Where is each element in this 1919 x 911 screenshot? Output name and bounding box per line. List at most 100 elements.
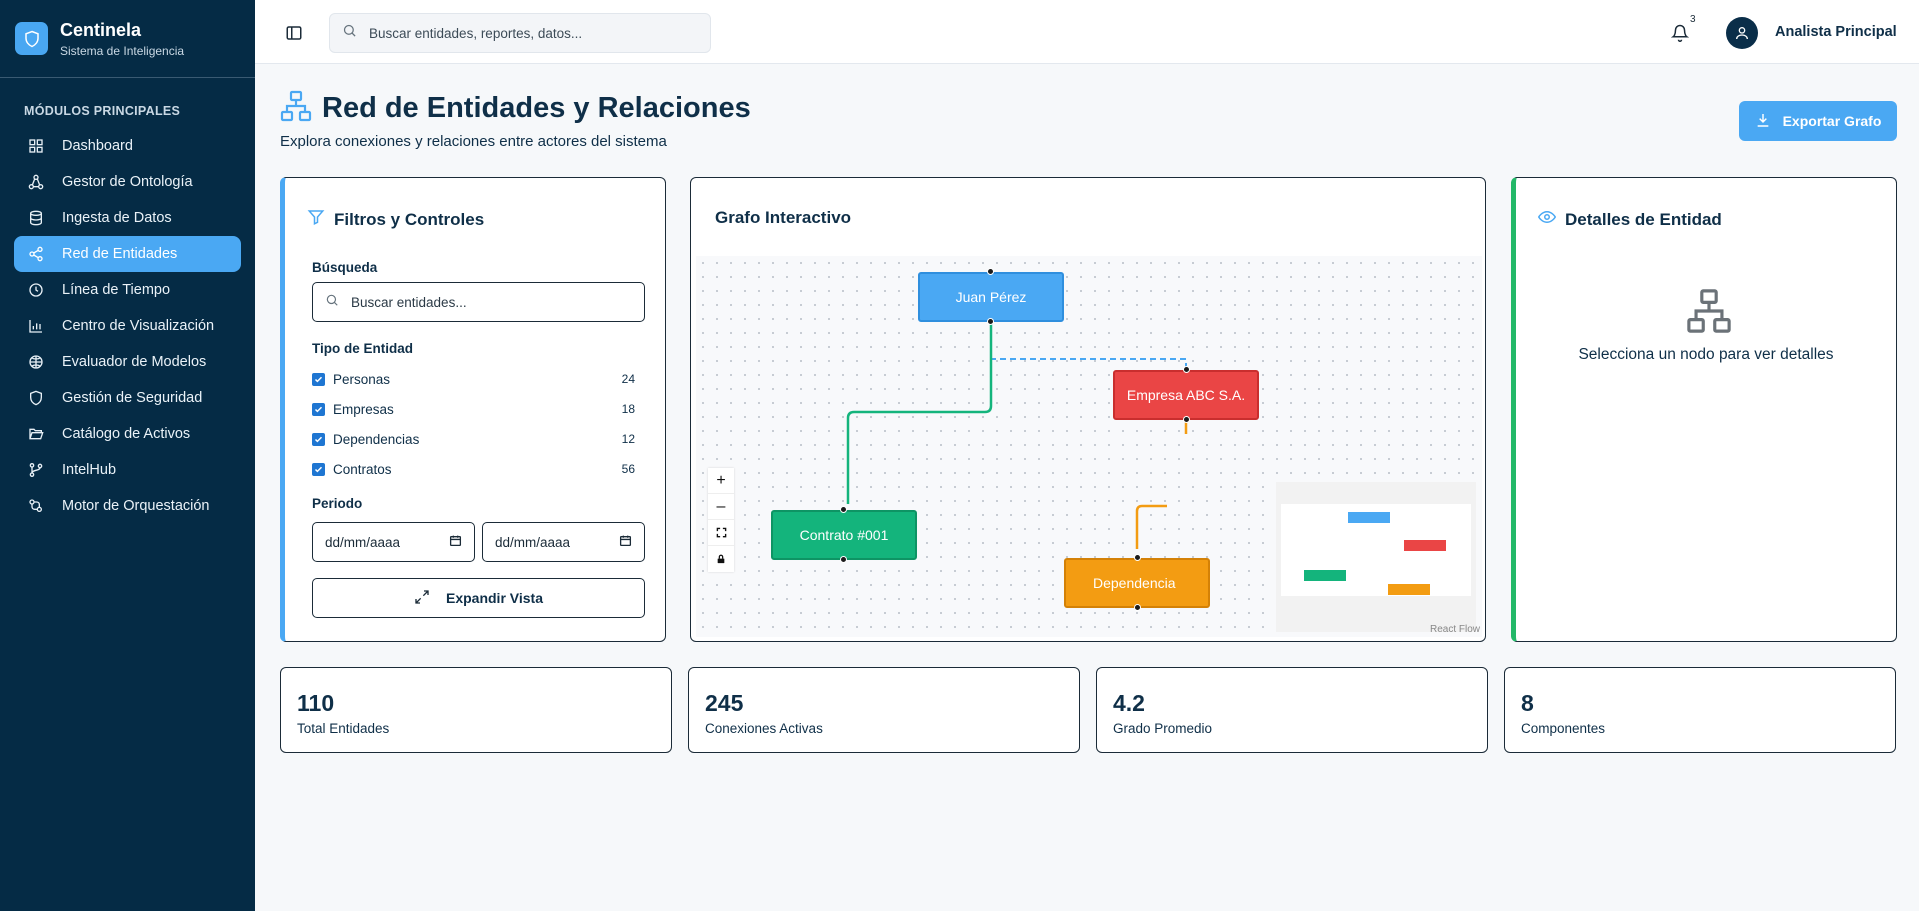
sidebar-item-label: Ingesta de Datos — [62, 210, 172, 226]
node-dependencia[interactable]: Dependencia — [1064, 558, 1210, 608]
sidebar-item-ontology[interactable]: Gestor de Ontología — [14, 164, 241, 200]
sidebar-item-evaluador[interactable]: Evaluador de Modelos — [14, 344, 241, 380]
node-handle[interactable] — [1183, 416, 1190, 423]
zoom-in-icon[interactable]: + — [708, 468, 734, 494]
node-handle[interactable] — [987, 268, 994, 275]
sidebar-item-intelhub[interactable]: IntelHub — [14, 452, 241, 488]
fit-view-icon[interactable] — [708, 520, 734, 546]
graph-controls: + – — [708, 468, 734, 572]
node-handle[interactable] — [1183, 366, 1190, 373]
brand-name: Centinela — [60, 19, 142, 40]
node-label: Juan Pérez — [955, 289, 1027, 305]
node-juan-perez[interactable]: Juan Pérez — [918, 272, 1064, 322]
graph-minimap[interactable] — [1276, 482, 1476, 632]
graph-title: Grafo Interactivo — [715, 208, 852, 227]
node-handle[interactable] — [1134, 604, 1141, 611]
type-checkbox-empresas[interactable]: Empresas 18 — [312, 400, 635, 418]
type-checkbox-contratos[interactable]: Contratos 56 — [312, 460, 635, 478]
sidebar-item-linea-tiempo[interactable]: Línea de Tiempo — [14, 272, 241, 308]
shield-icon — [28, 390, 44, 406]
type-count: 56 — [621, 462, 635, 476]
react-flow-attribution[interactable]: React Flow — [1429, 624, 1480, 635]
global-search-input[interactable] — [369, 25, 689, 41]
export-label: Exportar Grafo — [1782, 113, 1882, 129]
details-title-text: Detalles de Entidad — [1565, 209, 1722, 229]
avatar[interactable] — [1726, 17, 1758, 49]
checkbox-checked-icon[interactable] — [312, 372, 325, 386]
date-to-value: dd/mm/aaaa — [495, 534, 571, 550]
type-count: 24 — [621, 372, 635, 386]
sidebar-item-orquestacion[interactable]: Motor de Orquestación — [14, 488, 241, 524]
sidebar-item-visualizacion[interactable]: Centro de Visualización — [14, 308, 241, 344]
network-icon — [280, 90, 312, 127]
stat-total-entidades: 110 Total Entidades — [280, 667, 672, 753]
graph-canvas[interactable]: Juan Pérez Empresa ABC S.A. Contrato #00… — [696, 256, 1482, 637]
checkbox-checked-icon[interactable] — [312, 432, 325, 446]
checkbox-checked-icon[interactable] — [312, 402, 325, 416]
details-empty-text: Selecciona un nodo para ver detalles — [1578, 346, 1834, 363]
user-name[interactable]: Analista Principal — [1775, 24, 1897, 40]
expand-label: Expandir Vista — [445, 590, 543, 606]
page-title: Red de Entidades y Relaciones — [280, 90, 751, 127]
date-from-value: dd/mm/aaaa — [325, 534, 401, 550]
sidebar-section-title: MÓDULOS PRINCIPALES — [24, 104, 181, 118]
filters-card: Filtros y Controles Búsqueda Tipo de Ent… — [280, 177, 666, 642]
node-label: Contrato #001 — [799, 527, 889, 543]
edge-dependency[interactable] — [1135, 504, 1167, 549]
type-label: Empresas — [333, 401, 394, 417]
brand[interactable]: Centinela Sistema de Inteligencia — [0, 0, 255, 78]
sidebar-item-ingesta[interactable]: Ingesta de Datos — [14, 200, 241, 236]
entity-search[interactable] — [312, 282, 645, 322]
stat-label: Grado Promedio — [1113, 721, 1213, 736]
sidebar-item-label: Gestión de Seguridad — [62, 390, 203, 406]
eye-icon — [1537, 208, 1557, 231]
expand-view-button[interactable]: Expandir Vista — [312, 578, 645, 618]
sidebar-nav: Dashboard Gestor de Ontología Ingesta de… — [0, 128, 255, 524]
type-checkbox-dependencias[interactable]: Dependencias 12 — [312, 430, 635, 448]
node-handle[interactable] — [840, 506, 847, 513]
sidebar-item-label: Línea de Tiempo — [62, 282, 171, 298]
calendar-icon[interactable] — [619, 534, 632, 550]
sidebar-toggle-icon[interactable] — [285, 24, 303, 42]
stat-value: 110 — [297, 690, 335, 716]
zoom-out-icon[interactable]: – — [708, 494, 734, 520]
calendar-icon[interactable] — [449, 534, 462, 550]
sidebar-item-dashboard[interactable]: Dashboard — [14, 128, 241, 164]
clock-icon — [28, 282, 44, 298]
search-label: Búsqueda — [312, 260, 378, 275]
node-handle[interactable] — [987, 318, 994, 325]
stat-grado-promedio: 4.2 Grado Promedio — [1096, 667, 1488, 753]
edge-person-contract[interactable] — [846, 308, 993, 504]
global-search[interactable] — [329, 13, 711, 53]
sidebar-item-catalogo[interactable]: Catálogo de Activos — [14, 416, 241, 452]
node-empresa-abc[interactable]: Empresa ABC S.A. — [1113, 370, 1259, 420]
user-icon — [1736, 27, 1748, 40]
node-handle[interactable] — [840, 556, 847, 563]
sidebar-item-seguridad[interactable]: Gestión de Seguridad — [14, 380, 241, 416]
sidebar: Centinela Sistema de Inteligencia MÓDULO… — [0, 0, 255, 911]
entity-details-card: Detalles de Entidad Selecciona un nodo p… — [1511, 177, 1897, 642]
sidebar-item-red-entidades[interactable]: Red de Entidades — [14, 236, 241, 272]
node-handle[interactable] — [1134, 554, 1141, 561]
date-to-input[interactable]: dd/mm/aaaa — [482, 522, 645, 562]
stat-conexiones-activas: 245 Conexiones Activas — [688, 667, 1080, 753]
sidebar-item-label: Dashboard — [62, 138, 133, 154]
workflow-icon — [28, 498, 44, 514]
database-icon — [28, 210, 44, 226]
share-network-icon — [28, 246, 44, 262]
node-contrato-001[interactable]: Contrato #001 — [771, 510, 917, 560]
type-checkbox-personas[interactable]: Personas 24 — [312, 370, 635, 388]
sidebar-item-label: Catálogo de Activos — [62, 426, 191, 442]
type-count: 12 — [621, 432, 635, 446]
sidebar-item-label: Centro de Visualización — [62, 318, 215, 334]
date-from-input[interactable]: dd/mm/aaaa — [312, 522, 475, 562]
folder-open-icon — [28, 426, 44, 442]
minimap-canvas — [1281, 504, 1471, 596]
type-label: Contratos — [333, 461, 392, 477]
node-label: Empresa ABC S.A. — [1126, 387, 1246, 403]
export-graph-button[interactable]: Exportar Grafo — [1739, 101, 1897, 141]
checkbox-checked-icon[interactable] — [312, 462, 325, 476]
bell-icon[interactable] — [1670, 24, 1690, 42]
lock-icon[interactable] — [708, 546, 734, 572]
entity-search-input[interactable] — [351, 294, 631, 310]
